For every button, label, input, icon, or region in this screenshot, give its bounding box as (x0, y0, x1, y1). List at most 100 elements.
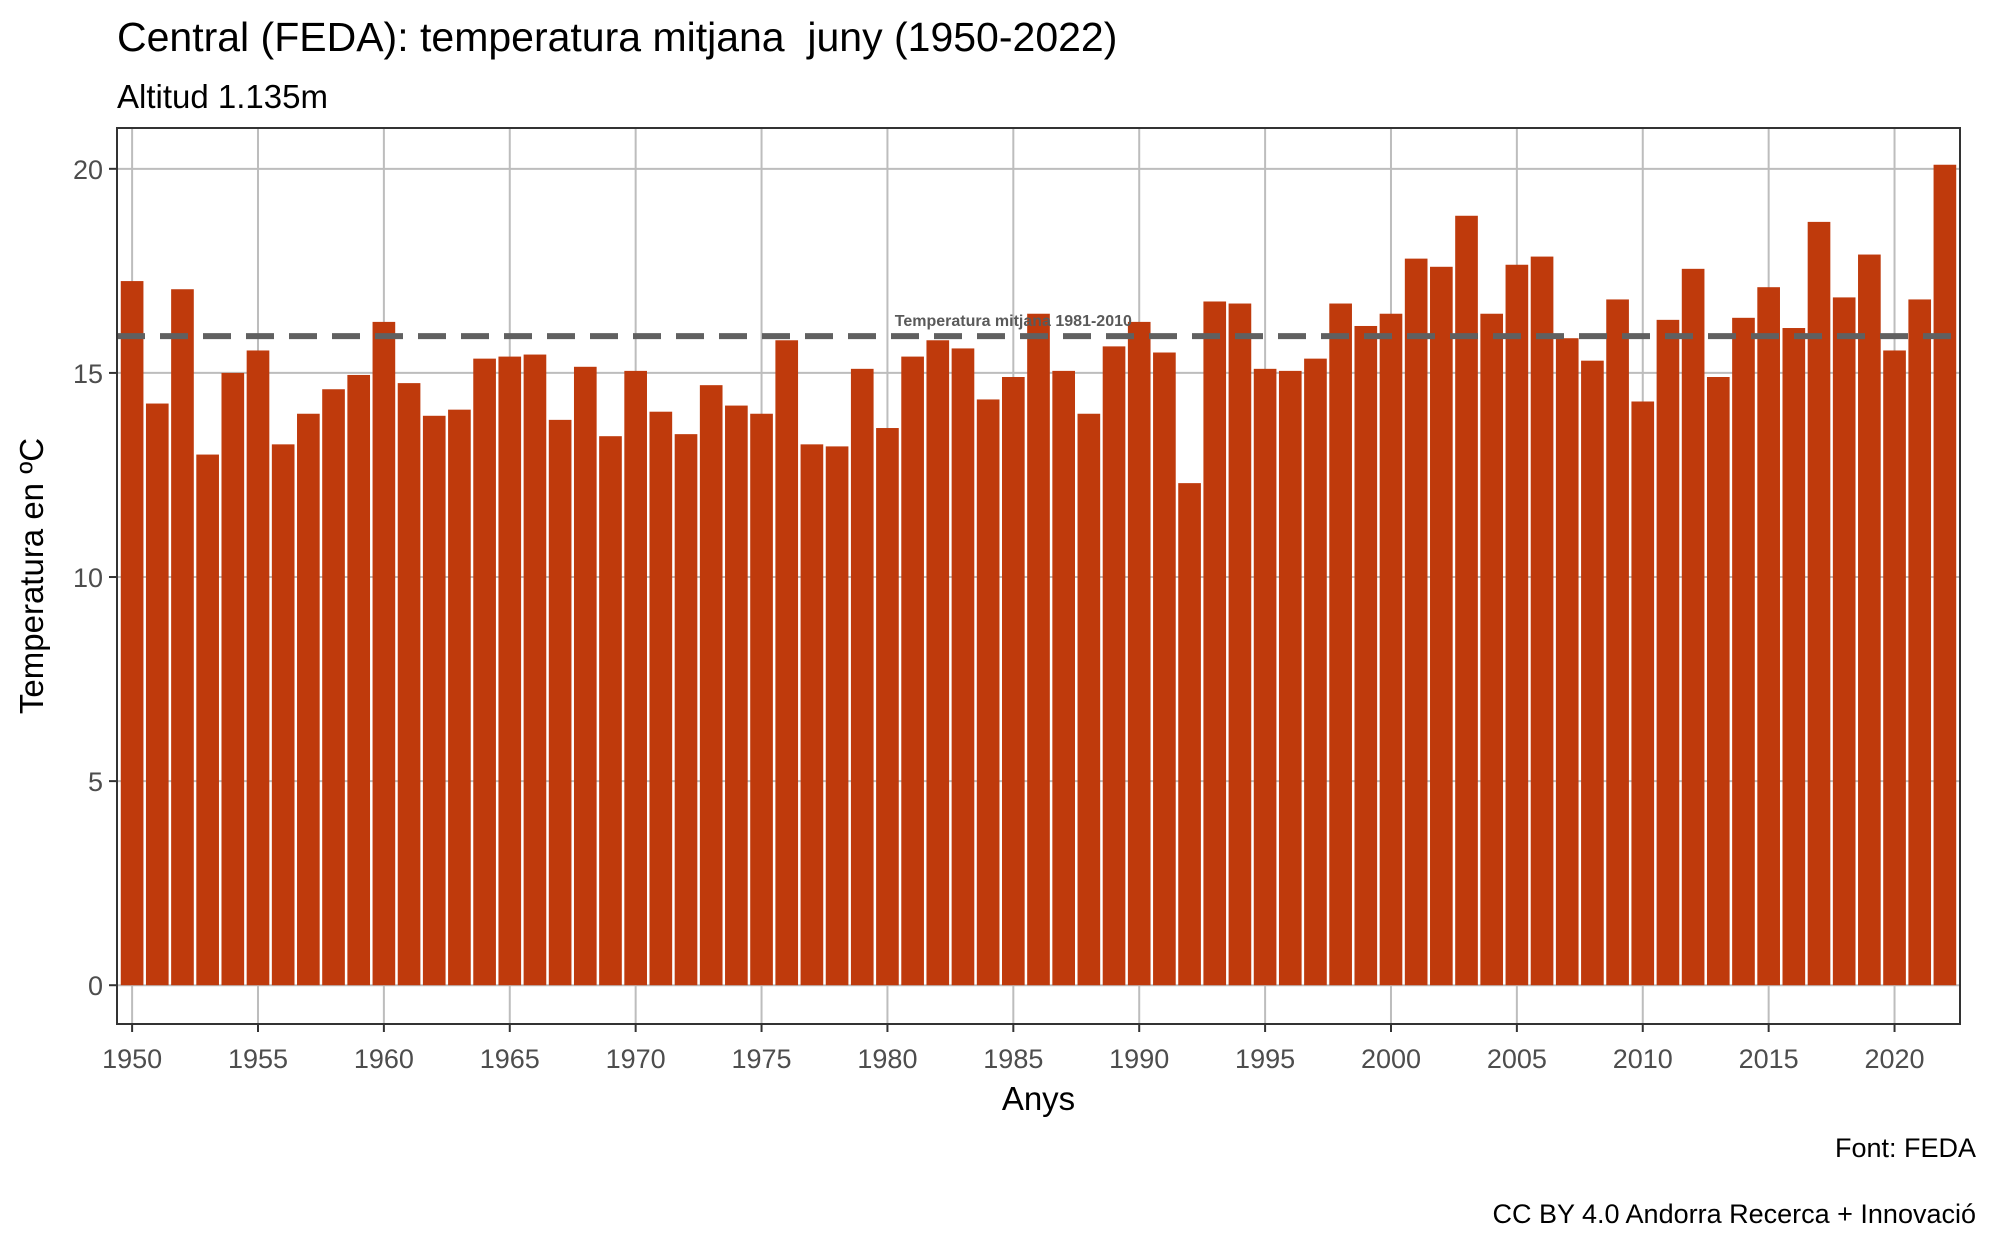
y-tick-label-10: 10 (73, 563, 103, 593)
bar-2001 (1404, 258, 1428, 986)
bar-1986 (1027, 313, 1050, 986)
y-tick-label-15: 15 (73, 359, 103, 389)
x-tick-label-1980: 1980 (857, 1044, 917, 1074)
bar-1992 (1178, 483, 1201, 986)
bar-2009 (1606, 299, 1629, 986)
x-tick-label-1960: 1960 (354, 1044, 414, 1074)
bar-1974 (725, 405, 748, 986)
y-tick-label-5: 5 (88, 767, 103, 797)
x-tick-label-2010: 2010 (1613, 1044, 1673, 1074)
bar-1969 (599, 436, 622, 986)
bar-1965 (498, 356, 522, 986)
x-tick-label-1955: 1955 (228, 1044, 288, 1074)
bar-2005 (1505, 264, 1529, 986)
bar-2008 (1581, 360, 1604, 986)
bar-2003 (1455, 215, 1478, 986)
x-tick-label-1975: 1975 (732, 1044, 792, 1074)
bars (120, 164, 1957, 986)
bar-1953 (196, 454, 219, 986)
bar-1995 (1253, 368, 1277, 986)
x-tick-label-1950: 1950 (102, 1044, 162, 1074)
bar-2022 (1933, 164, 1957, 986)
bar-1978 (825, 446, 849, 986)
bar-1967 (548, 419, 572, 986)
bar-1968 (573, 366, 597, 986)
bar-1982 (926, 340, 950, 986)
bar-1987 (1052, 370, 1076, 986)
bar-1959 (347, 374, 371, 986)
license-caption: CC BY 4.0 Andorra Recerca + Innovació (1492, 1199, 1976, 1229)
bar-1988 (1077, 413, 1101, 986)
x-axis-title: Anys (1002, 1080, 1075, 1117)
bar-2019 (1858, 254, 1881, 986)
bar-1951 (145, 403, 169, 986)
panel-border (116, 127, 1961, 1025)
bar-1979 (850, 368, 874, 986)
bar-1970 (624, 370, 647, 986)
source-caption: Font: FEDA (1834, 1133, 1976, 1163)
bar-2010 (1631, 401, 1655, 986)
x-tick-label-1970: 1970 (606, 1044, 666, 1074)
bar-2015 (1757, 287, 1780, 986)
y-axis-title: Temperatura en ºC (13, 438, 50, 714)
x-tick-label-1995: 1995 (1235, 1044, 1295, 1074)
bar-1977 (800, 444, 824, 986)
x-tick-label-1990: 1990 (1109, 1044, 1169, 1074)
bar-1976 (775, 340, 799, 986)
bar-1973 (699, 385, 723, 986)
bar-1999 (1354, 325, 1378, 986)
bar-2018 (1832, 297, 1856, 986)
bar-1958 (322, 389, 345, 986)
x-tick-label-2020: 2020 (1864, 1044, 1924, 1074)
bar-2020 (1883, 350, 1906, 986)
bar-1971 (649, 411, 673, 986)
chart-title: Central (FEDA): temperatura mitjana juny… (117, 14, 1118, 60)
bar-1950 (120, 281, 144, 986)
bar-1956 (271, 444, 295, 986)
bar-1957 (297, 413, 320, 986)
axes: 0 5 10 15 20 1950 1955 1960 1965 1970 1975 1980 1985… (73, 155, 1925, 1074)
bar-1998 (1329, 303, 1352, 986)
bar-2007 (1555, 338, 1579, 986)
bar-2014 (1732, 317, 1755, 986)
x-tick-label-1965: 1965 (480, 1044, 540, 1074)
bar-1985 (1001, 377, 1025, 986)
x-tick-label-2000: 2000 (1361, 1044, 1421, 1074)
bar-1962 (422, 415, 446, 986)
bar-1980 (876, 428, 899, 986)
bar-2013 (1706, 377, 1730, 986)
bar-2006 (1530, 256, 1554, 986)
bar-1966 (523, 354, 547, 986)
bar-2021 (1908, 299, 1932, 986)
bar-1963 (448, 409, 471, 986)
bar-2016 (1782, 328, 1806, 986)
bar-2002 (1430, 266, 1453, 986)
bar-2004 (1480, 313, 1504, 986)
bar-2012 (1681, 268, 1705, 986)
reference-line-label: Temperatura mitjana 1981-2010 (895, 313, 1132, 330)
bar-1990 (1127, 321, 1151, 986)
x-tick-label-2015: 2015 (1739, 1044, 1799, 1074)
bar-1994 (1228, 303, 1252, 986)
bar-2017 (1807, 221, 1831, 986)
bar-2000 (1379, 313, 1403, 986)
bar-1961 (397, 383, 421, 986)
bar-1954 (221, 372, 245, 986)
bar-1984 (976, 399, 1000, 986)
bar-1991 (1153, 352, 1176, 986)
bar-1975 (750, 413, 773, 986)
bar-2011 (1656, 319, 1680, 986)
x-tick-label-1985: 1985 (983, 1044, 1043, 1074)
bar-1952 (171, 289, 194, 986)
bar-1964 (473, 358, 496, 986)
reference-line-group: Temperatura mitjana 1981-2010 (117, 313, 1960, 340)
bar-1997 (1304, 358, 1327, 986)
bar-1989 (1102, 346, 1126, 986)
bar-1993 (1203, 301, 1227, 986)
bar-1981 (901, 356, 924, 986)
chart-subtitle: Altitud 1.135m (117, 78, 328, 115)
bar-1960 (372, 321, 396, 986)
bar-1972 (674, 434, 698, 986)
x-tick-label-2005: 2005 (1487, 1044, 1547, 1074)
